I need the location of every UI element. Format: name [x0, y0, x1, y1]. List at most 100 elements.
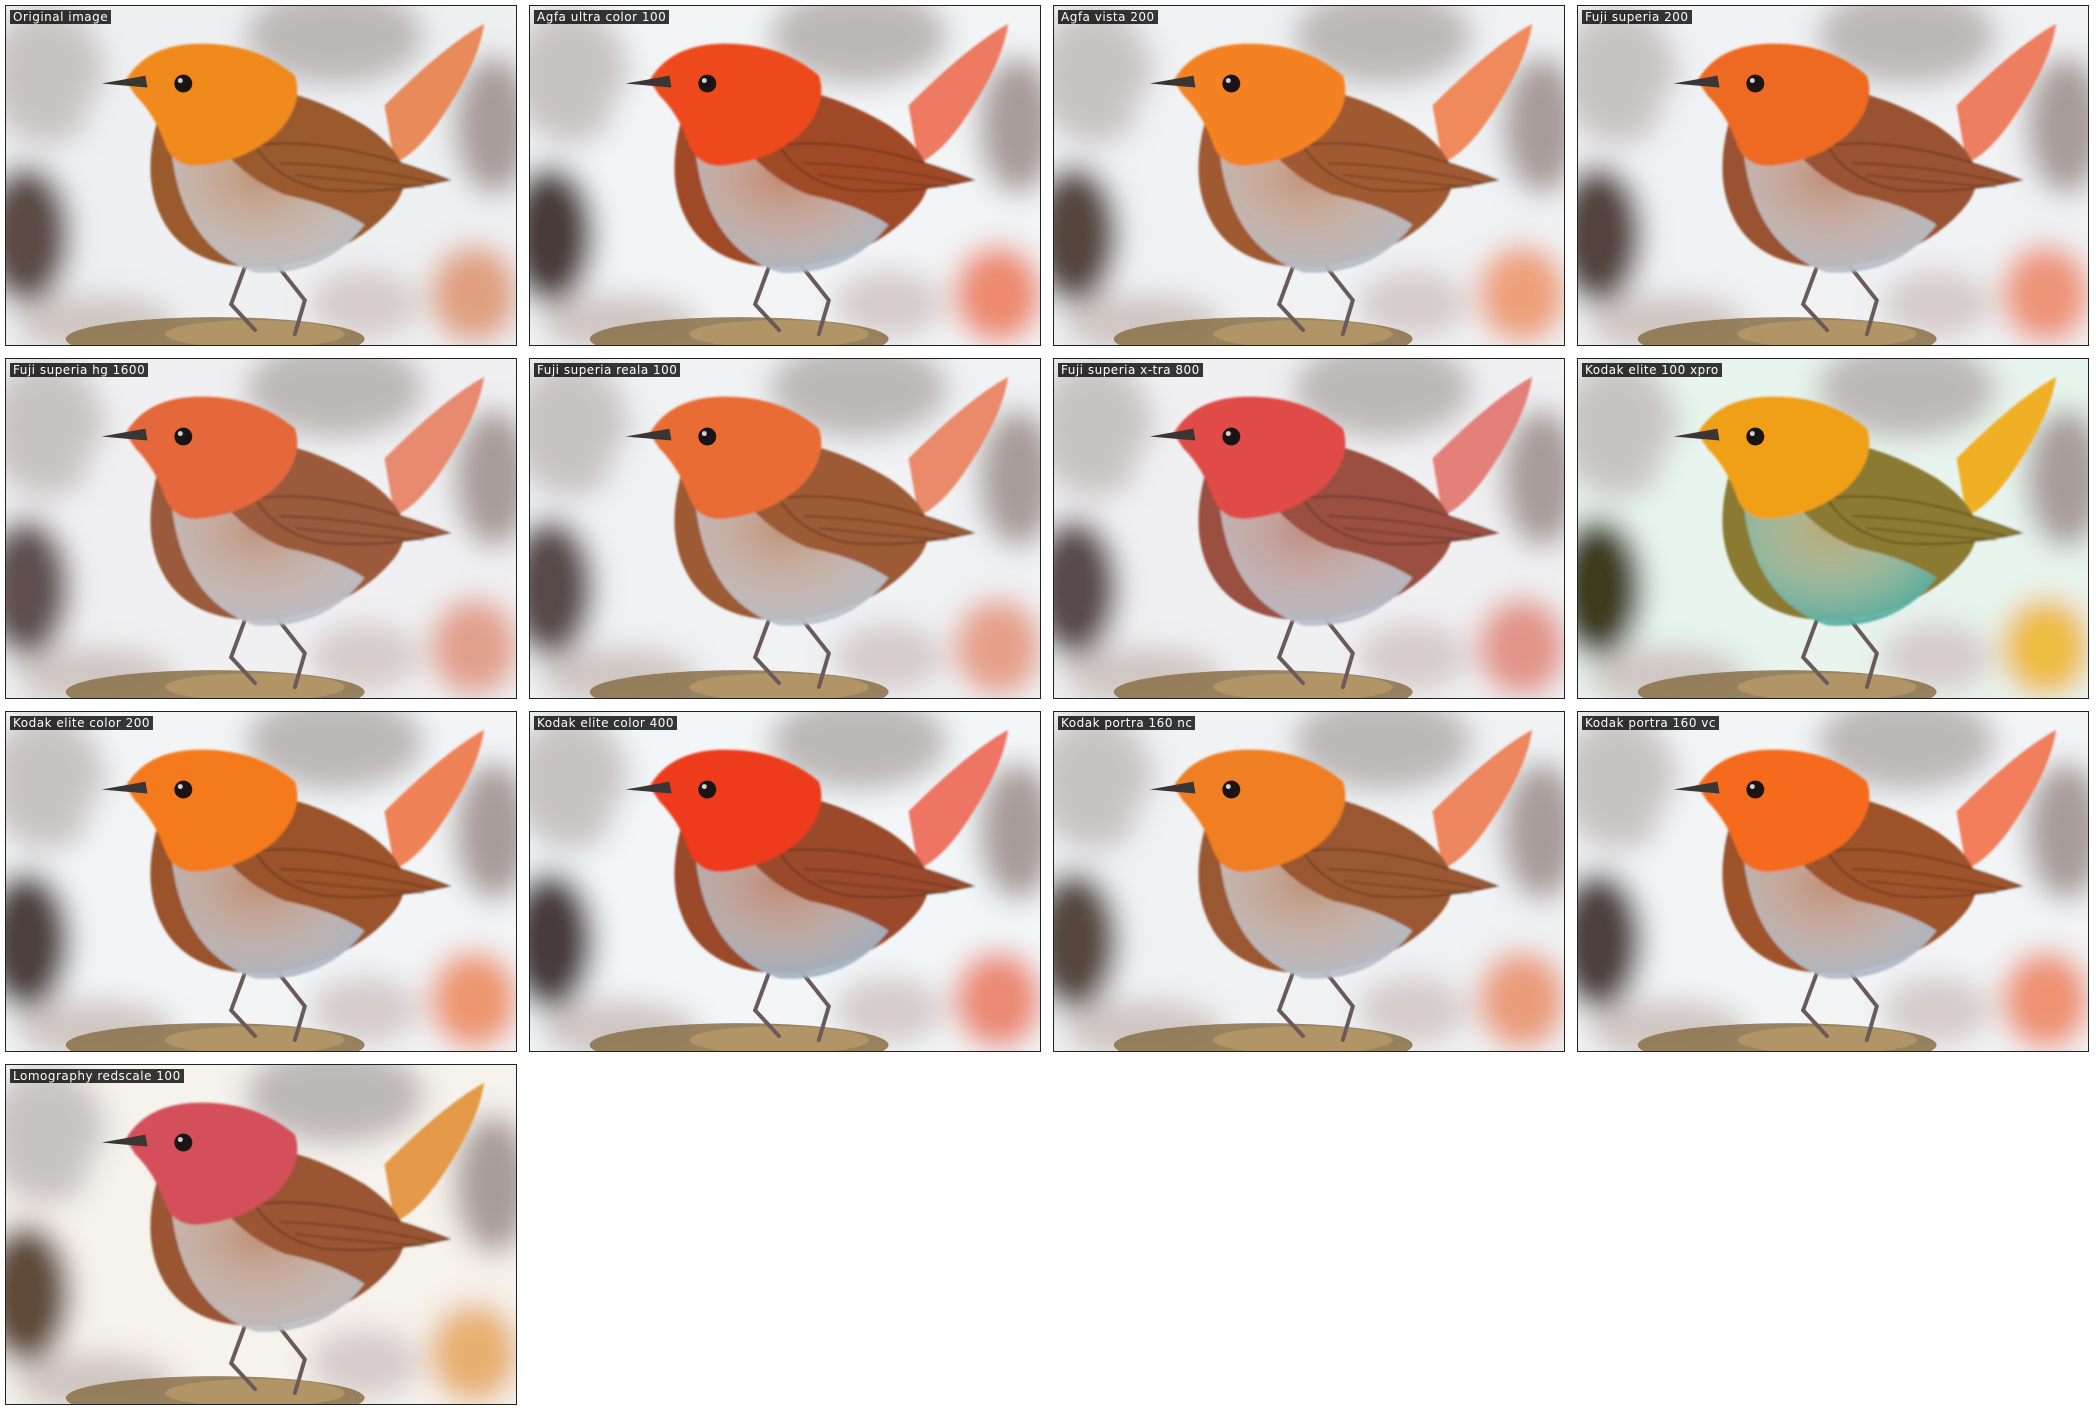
bird-beak	[1673, 428, 1720, 441]
bird	[649, 23, 1009, 273]
tile-label: Lomography redscale 100	[10, 1069, 184, 1083]
bird-wing	[253, 142, 452, 192]
bird-legs	[228, 613, 308, 690]
perch	[1637, 317, 1937, 345]
bird-eye	[174, 74, 193, 93]
tile-label: Fuji superia reala 100	[534, 363, 681, 377]
bird	[1173, 23, 1533, 273]
bird-tail	[1956, 23, 2057, 164]
bird-beak	[1149, 75, 1196, 88]
bird-tail	[908, 376, 1009, 517]
bird-photo	[1054, 359, 1564, 698]
bird-wing	[1301, 848, 1500, 898]
perch	[1113, 1023, 1413, 1051]
tile-label: Kodak portra 160 nc	[1058, 716, 1196, 730]
bird-eye	[1746, 427, 1765, 446]
bird-eye-highlight	[1225, 78, 1231, 84]
tile-fuji-superia-200: Fuji superia 200	[1577, 5, 2089, 346]
bird-legs	[752, 260, 832, 337]
tile-lomography-redscale-100: Lomography redscale 100	[5, 1064, 517, 1405]
bird-tail	[908, 729, 1009, 870]
bird-legs	[228, 260, 308, 337]
bird-beak	[101, 781, 148, 794]
bird-eye-highlight	[177, 1137, 183, 1143]
bird-legs	[1800, 613, 1880, 690]
bird-photo	[1578, 359, 2088, 698]
bird-photo	[1054, 6, 1564, 345]
bird-wing	[1825, 142, 2024, 192]
bird	[1173, 376, 1533, 626]
bird-beak	[625, 75, 672, 88]
bird-photo	[530, 712, 1040, 1051]
tile-label: Fuji superia x-tra 800	[1058, 363, 1203, 377]
bird-eye-highlight	[701, 784, 707, 790]
tile-agfa-vista-200: Agfa vista 200	[1053, 5, 1565, 346]
bird-head	[1697, 749, 1870, 872]
bird-head	[125, 749, 298, 872]
perch	[1113, 317, 1413, 345]
bird-eye-highlight	[1225, 784, 1231, 790]
perch	[65, 317, 365, 345]
bird	[649, 729, 1009, 979]
tile-agfa-ultra-color-100: Agfa ultra color 100	[529, 5, 1041, 346]
bird-eye	[174, 427, 193, 446]
bird-legs	[1800, 966, 1880, 1043]
bird-beak	[101, 75, 148, 88]
bird-tail	[384, 376, 485, 517]
perch	[65, 670, 365, 698]
bird-beak	[1149, 428, 1196, 441]
bird-eye-highlight	[701, 431, 707, 437]
tile-kodak-elite-color-400: Kodak elite color 400	[529, 711, 1041, 1052]
bird-wing	[1825, 495, 2024, 545]
bird-tail	[1432, 376, 1533, 517]
bird-beak	[625, 428, 672, 441]
bird-photo	[6, 712, 516, 1051]
bird-eye-highlight	[1749, 784, 1755, 790]
bird-wing	[253, 495, 452, 545]
bird	[1697, 23, 2057, 273]
bird-head	[649, 749, 822, 872]
bird-wing	[253, 1201, 452, 1251]
bird-eye-highlight	[1749, 78, 1755, 84]
bird-head	[649, 396, 822, 519]
bird-photo	[6, 6, 516, 345]
bird	[125, 23, 485, 273]
bird-head	[1173, 43, 1346, 166]
tile-kodak-portra-160-vc: Kodak portra 160 vc	[1577, 711, 2089, 1052]
tile-label: Kodak elite color 200	[10, 716, 154, 730]
bird-photo	[6, 359, 516, 698]
bird-head	[649, 43, 822, 166]
bird-beak	[101, 1134, 148, 1147]
bird-eye	[1222, 427, 1241, 446]
tile-label: Original image	[10, 10, 112, 24]
bird-wing	[1301, 495, 1500, 545]
bird-eye-highlight	[701, 78, 707, 84]
bird-tail	[384, 1082, 485, 1223]
bird	[1697, 729, 2057, 979]
bird-tail	[1432, 23, 1533, 164]
bird-tail	[1956, 376, 2057, 517]
bird-eye-highlight	[177, 78, 183, 84]
tile-label: Agfa ultra color 100	[534, 10, 670, 24]
tile-label: Agfa vista 200	[1058, 10, 1158, 24]
bird-legs	[752, 966, 832, 1043]
bird	[1173, 729, 1533, 979]
bird-eye	[1222, 780, 1241, 799]
bird-beak	[1673, 75, 1720, 88]
bird-wing	[777, 495, 976, 545]
bird-eye	[174, 780, 193, 799]
tile-label: Kodak portra 160 vc	[1582, 716, 1719, 730]
bird-beak	[625, 781, 672, 794]
tile-original-image: Original image	[5, 5, 517, 346]
tile-fuji-superia-x-tra-800: Fuji superia x-tra 800	[1053, 358, 1565, 699]
bird-legs	[228, 966, 308, 1043]
bird-head	[1697, 396, 1870, 519]
bird-head	[125, 43, 298, 166]
bird-wing	[1825, 848, 2024, 898]
perch	[1113, 670, 1413, 698]
bird-eye-highlight	[1749, 431, 1755, 437]
bird-photo	[1578, 712, 2088, 1051]
bird-tail	[384, 23, 485, 164]
bird-legs	[1276, 260, 1356, 337]
bird-beak	[1149, 781, 1196, 794]
